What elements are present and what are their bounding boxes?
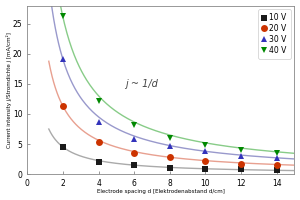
- 40 V: [168, 137, 172, 139]
- Legend: 10 V, 20 V, 30 V, 40 V: 10 V, 20 V, 30 V, 40 V: [258, 9, 291, 59]
- Line: 40 V: 40 V: [60, 13, 280, 157]
- 20 V: [61, 105, 65, 107]
- 10 V: [132, 164, 136, 166]
- 30 V: [204, 150, 207, 153]
- 40 V: [97, 100, 101, 103]
- 40 V: [204, 144, 207, 146]
- Line: 10 V: 10 V: [60, 144, 280, 173]
- Y-axis label: Current intensity j/Stromdichte j [mA/cm²]: Current intensity j/Stromdichte j [mA/cm…: [6, 32, 12, 148]
- 20 V: [168, 156, 172, 159]
- 20 V: [275, 164, 278, 166]
- 30 V: [168, 145, 172, 147]
- 10 V: [239, 168, 243, 171]
- 10 V: [61, 146, 65, 148]
- 30 V: [97, 121, 101, 124]
- 20 V: [132, 152, 136, 154]
- 20 V: [204, 160, 207, 162]
- 30 V: [132, 137, 136, 140]
- X-axis label: Electrode spacing d [Elektrodenabstand d/cm]: Electrode spacing d [Elektrodenabstand d…: [97, 189, 225, 194]
- 30 V: [239, 154, 243, 157]
- Line: 20 V: 20 V: [60, 103, 280, 169]
- Line: 30 V: 30 V: [60, 56, 280, 161]
- 40 V: [61, 15, 65, 18]
- 30 V: [275, 157, 278, 159]
- 20 V: [239, 163, 243, 165]
- 10 V: [204, 168, 207, 170]
- 20 V: [97, 140, 101, 143]
- 40 V: [275, 152, 278, 154]
- 10 V: [168, 166, 172, 169]
- 10 V: [97, 160, 101, 163]
- 40 V: [132, 124, 136, 126]
- 10 V: [275, 169, 278, 171]
- Text: j ~ 1/d: j ~ 1/d: [125, 79, 158, 89]
- 30 V: [61, 58, 65, 60]
- 40 V: [239, 149, 243, 151]
